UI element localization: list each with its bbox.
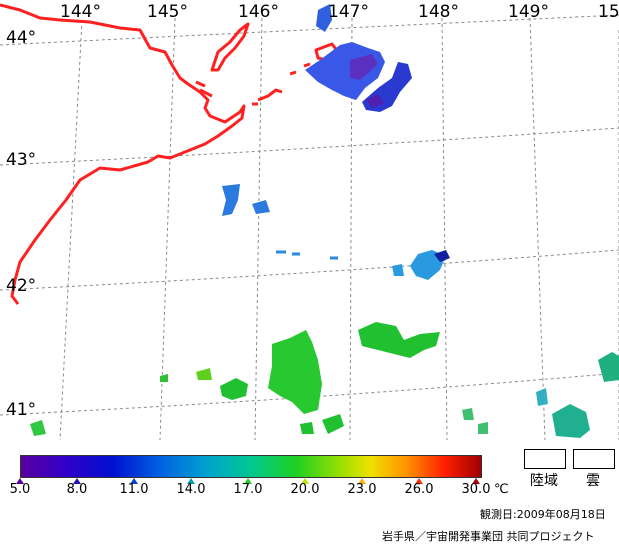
colorbar-tick — [130, 478, 138, 484]
lat-label-41: 41° — [6, 400, 37, 420]
sst-patch — [300, 422, 314, 434]
graticule — [0, 14, 619, 441]
colorbar-tick — [16, 478, 24, 484]
sst-patch — [536, 388, 548, 406]
meridian-149 — [529, 17, 546, 441]
shikotan-coast — [289, 62, 311, 76]
lat-label-44: 44° — [6, 28, 37, 48]
colorbar-tick-label: 30.0 — [461, 482, 491, 497]
sea-surface-temperature-map — [0, 3, 619, 441]
colorbar-tick-label: 11.0 — [119, 482, 149, 497]
observation-date: 観測日:2009年08月18日 — [480, 508, 606, 521]
colorbar-tick — [358, 478, 366, 484]
lon-label-147: 147° — [328, 2, 369, 22]
coast-islets — [195, 80, 213, 98]
temperature-color-bar — [20, 455, 482, 478]
lon-label-150: 15 — [598, 2, 619, 22]
colorbar-tick — [301, 478, 309, 484]
hokkaido-coast — [0, 3, 246, 305]
sst-patch — [552, 404, 590, 438]
meridian-145 — [159, 17, 176, 441]
map-canvas — [0, 3, 619, 441]
colorbar-tick-label: 14.0 — [176, 482, 206, 497]
lon-label-144: 144° — [60, 2, 101, 22]
colorbar-tick-label: 17.0 — [233, 482, 263, 497]
sst-patch — [252, 200, 270, 214]
sst-speckle — [276, 250, 338, 260]
shiretoko-peninsula — [210, 22, 250, 72]
sst-patch — [462, 408, 474, 420]
sst-patch — [598, 352, 619, 382]
colorbar-tick — [472, 478, 480, 484]
sst-patch — [366, 94, 384, 108]
meridian-147 — [349, 17, 353, 441]
sst-patch — [478, 422, 488, 434]
colorbar-tick — [187, 478, 195, 484]
meridian-144 — [59, 19, 83, 441]
parallel-41 — [0, 372, 619, 416]
colorbar-tick-label: 23.0 — [347, 482, 377, 497]
cloud-legend-label: 雲 — [586, 473, 600, 489]
lon-label-149: 149° — [508, 2, 549, 22]
land-legend-label: 陸域 — [530, 473, 558, 489]
colorbar-tick-label: 20.0 — [290, 482, 320, 497]
land-legend-swatch — [524, 449, 566, 469]
parallel-44 — [0, 14, 619, 46]
colorbar-tick — [73, 478, 81, 484]
sst-patch — [316, 4, 332, 32]
coastline — [0, 3, 340, 305]
sst-patch — [222, 184, 240, 216]
cloud-legend-swatch — [573, 449, 615, 469]
sst-patch — [30, 420, 46, 436]
sst-patches — [30, 4, 619, 438]
sst-patch — [392, 264, 404, 276]
sst-patch — [160, 374, 168, 382]
lat-label-43: 43° — [6, 150, 37, 170]
sst-patch — [434, 250, 450, 262]
sst-patch — [358, 322, 440, 358]
sst-patch — [350, 54, 378, 80]
kunashiri-coast — [252, 88, 283, 106]
colorbar-tick-label: 26.0 — [404, 482, 434, 497]
lat-label-42: 42° — [6, 276, 37, 296]
parallel-43 — [0, 127, 619, 166]
colorbar-tick — [244, 478, 252, 484]
lon-label-148: 148° — [418, 2, 459, 22]
sst-patch — [220, 378, 248, 400]
sst-patch — [196, 368, 212, 380]
meridian-148 — [441, 17, 448, 441]
meridian-146 — [254, 17, 263, 441]
colorbar-tick-label: 8.0 — [66, 482, 88, 497]
colorbar-tick — [415, 478, 423, 484]
parallel-42 — [0, 249, 619, 291]
lon-label-146: 146° — [238, 2, 279, 22]
sst-patch — [268, 330, 322, 414]
lon-label-145: 145° — [147, 2, 188, 22]
credit-text: 岩手県／宇宙開発事業団 共同プロジェクト — [382, 530, 595, 543]
colorbar-tick-label: 5.0 — [9, 482, 31, 497]
colorbar-unit: ℃ — [494, 482, 509, 497]
sst-patch — [322, 414, 344, 434]
